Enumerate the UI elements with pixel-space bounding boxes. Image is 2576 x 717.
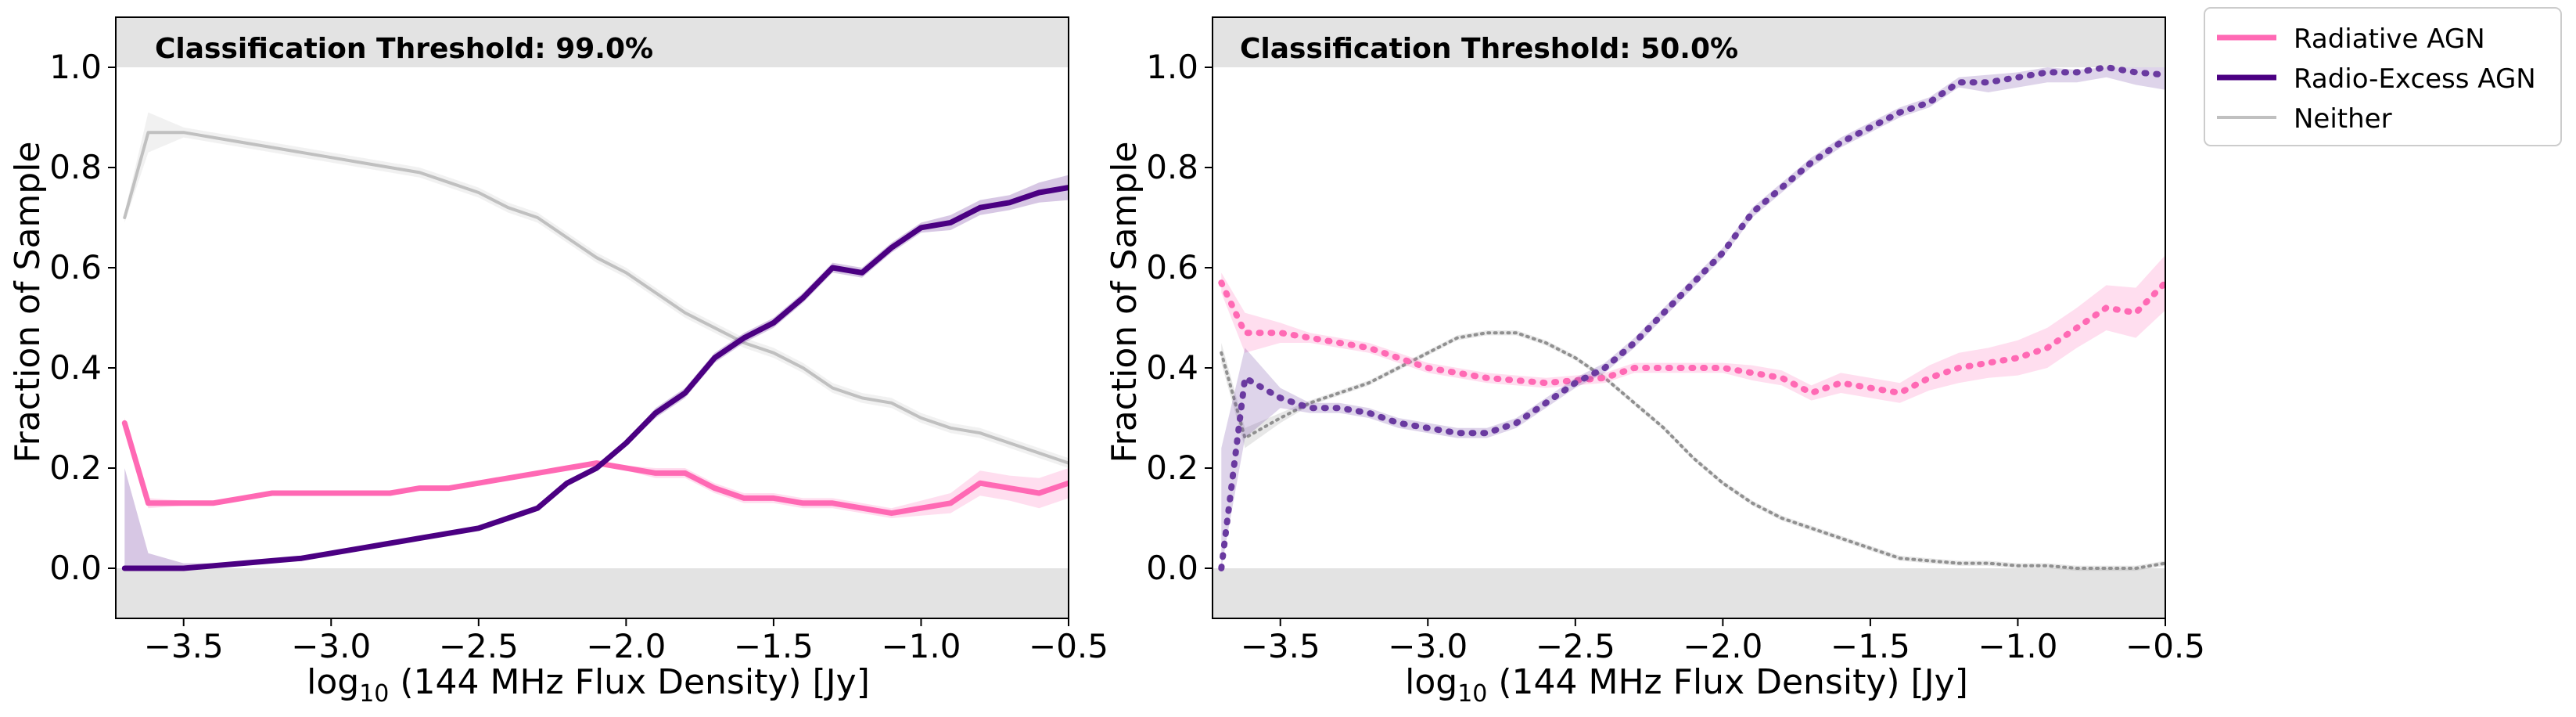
y-tick-label: 0.4 [1146, 348, 1198, 387]
panel-title-left: Classification Threshold: 99.0% [155, 33, 653, 65]
x-tick-label: −1.0 [881, 627, 961, 665]
panel-title-right: Classification Threshold: 50.0% [1240, 33, 1738, 65]
line-neither [1220, 331, 2165, 570]
x-axis-label-left: log10 (144 MHz Flux Density) [Jy] [307, 662, 870, 708]
y-tick-label: 0.8 [1146, 148, 1198, 186]
x-axis-label-subscript: 10 [1457, 680, 1487, 708]
x-axis-label-text: (144 MHz Flux Density) [Jy] [1487, 662, 1967, 702]
y-tick-label: 0.8 [49, 148, 102, 186]
x-tick-label: −1.5 [734, 627, 814, 665]
y-axis-label-right: Fraction of Sample [1105, 142, 1144, 463]
x-tick-label: −0.5 [2125, 627, 2205, 665]
plot-background [116, 17, 1069, 618]
x-tick-label: −3.0 [1388, 627, 1468, 665]
x-tick-label: −2.5 [439, 627, 519, 665]
plot-frame [1212, 16, 2166, 619]
legend: Radiative AGN Radio-Excess AGN Neither [2204, 7, 2562, 146]
band-radiative-agn [1221, 255, 2165, 403]
legend-label-radiative-agn: Radiative AGN [2294, 23, 2485, 55]
line-radio-excess-agn [121, 185, 1069, 571]
legend-label-radio-excess-agn: Radio-Excess AGN [2294, 63, 2536, 95]
shaded-region-above-one [116, 17, 1069, 67]
y-axis-label-left: Fraction of Sample [8, 142, 48, 463]
plot-background [1213, 17, 2165, 618]
chart-panel-right: −3.5 −3.0 −2.5 −2.0 −1.5 −1.0 −0.5 0.0 0.2 0.4 0.6… [1105, 16, 2205, 708]
legend-label-neither: Neither [2294, 103, 2392, 135]
plot-area-right: −3.5 −3.0 −2.5 −2.0 −1.5 −1.0 −0.5 0.0 0.2 0.4 0.6… [1146, 16, 2205, 665]
x-tick-label: −2.5 [1536, 627, 1615, 665]
plot-series-group [121, 112, 1069, 571]
plot-area-left: −3.5 −3.0 −2.5 −2.0 −1.5 −1.0 −0.5 0.0 0.2 0.4 0.6… [49, 16, 1108, 665]
shaded-region-below-zero [1213, 568, 2165, 618]
x-axis-label-log: log [307, 662, 359, 702]
y-tick-label: 0.2 [1146, 449, 1198, 487]
x-tick-label: −3.5 [1241, 627, 1320, 665]
x-tick-label: −3.5 [144, 627, 224, 665]
chart-panel-left: −3.5 −3.0 −2.5 −2.0 −1.5 −1.0 −0.5 0.0 0.2 0.4 0.6… [8, 16, 1108, 708]
shaded-region-above-one [1213, 17, 2165, 67]
y-tick-label: 0.6 [1146, 248, 1198, 286]
plot-series-group [1218, 64, 2165, 571]
band-radio-excess-agn [124, 175, 1069, 568]
line-radiative-agn [121, 420, 1069, 517]
x-axis-label-text: (144 MHz Flux Density) [Jy] [389, 662, 869, 702]
x-axis-label-log: log [1405, 662, 1457, 702]
x-axis-label-subscript: 10 [359, 680, 389, 708]
y-tick-label: 1.0 [49, 48, 102, 86]
y-tick-label: 1.0 [1146, 48, 1198, 86]
x-axis-label-right: log10 (144 MHz Flux Density) [Jy] [1405, 662, 1968, 708]
x-tick-label: −2.0 [1683, 627, 1762, 665]
legend-frame [2204, 7, 2562, 146]
x-tick-label: −0.5 [1029, 627, 1108, 665]
shaded-region-below-zero [116, 568, 1069, 618]
y-tick-label: 0.2 [49, 449, 102, 487]
line-neither [123, 131, 1069, 465]
y-tick-label: 0.0 [1146, 549, 1198, 587]
y-tick-label: 0.4 [49, 348, 102, 387]
x-tick-label: −1.0 [1978, 627, 2057, 665]
y-tick-label: 0.0 [49, 549, 102, 587]
x-tick-label: −1.5 [1831, 627, 1910, 665]
plot-frame [115, 16, 1069, 619]
legend-swatches [2217, 34, 2276, 119]
line-radiative-agn [1218, 279, 2165, 396]
x-tick-label: −3.0 [291, 627, 371, 665]
line-radio-excess-agn [1218, 64, 2165, 571]
y-tick-label: 0.6 [49, 248, 102, 286]
x-tick-label: −2.0 [586, 627, 666, 665]
